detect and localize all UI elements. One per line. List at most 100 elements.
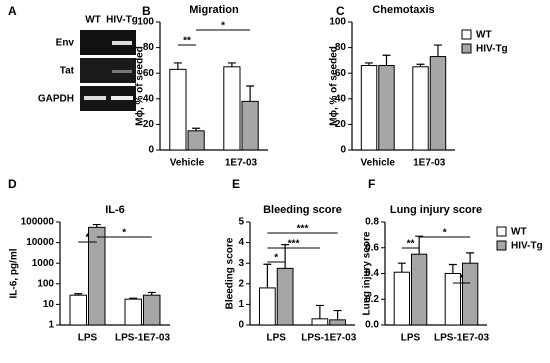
legend-label: HIV-Tg <box>476 44 508 55</box>
y-tick-label: 4 <box>238 237 244 248</box>
bar <box>462 262 479 326</box>
significance-label: * <box>122 228 126 239</box>
y-tick-label: 100 <box>37 278 54 289</box>
bar <box>378 65 395 151</box>
y-tick-label: 100 <box>329 17 346 28</box>
error-bar <box>92 223 101 228</box>
error-bar <box>192 127 201 131</box>
error-bar <box>382 54 391 66</box>
gel-band <box>112 70 132 73</box>
error-bar <box>74 293 83 296</box>
legend-swatch <box>496 226 507 237</box>
y-axis-label: IL-6, pg/ml <box>9 248 20 298</box>
panel-letter: F <box>368 177 375 191</box>
bar <box>276 267 294 326</box>
x-tick-label: LPS <box>78 333 98 344</box>
bar <box>311 318 329 326</box>
chart-title: Lung injury score <box>390 204 482 216</box>
bar <box>241 100 259 151</box>
error-bar <box>263 263 272 288</box>
bar <box>393 271 411 326</box>
error-bar <box>227 62 236 67</box>
error-bar <box>281 244 290 269</box>
error-bar <box>147 291 156 296</box>
bar <box>444 273 462 326</box>
bar <box>143 294 161 326</box>
x-tick-label: 1E7-03 <box>225 158 258 169</box>
y-tick-label: 0 <box>148 145 154 156</box>
row-label: Tat <box>60 66 75 77</box>
panel-letter: B <box>142 4 151 18</box>
panel-letter: C <box>336 4 345 18</box>
y-tick-label: 0.0 <box>365 320 379 331</box>
panel-letter: A <box>8 4 17 18</box>
y-tick-label: 3 <box>238 258 244 269</box>
error-bar <box>448 263 457 274</box>
y-tick-label: 0 <box>238 320 244 331</box>
y-tick-label: 20 <box>143 119 155 130</box>
x-tick-label: LPS <box>401 333 421 344</box>
row-label: Env <box>56 38 75 49</box>
x-tick-label: LPS-1E7-03 <box>115 333 170 344</box>
bar <box>169 68 187 151</box>
bar <box>69 294 87 326</box>
y-tick-label: 40 <box>143 93 155 104</box>
y-tick-label: 100 <box>137 17 154 28</box>
significance-label: * <box>221 21 225 32</box>
x-tick-label: LPS-1E7-03 <box>434 333 489 344</box>
y-tick-label: 40 <box>335 93 347 104</box>
y-tick-label: 10000 <box>26 237 54 248</box>
significance-label: ** <box>407 239 415 250</box>
significance-label: ** <box>183 36 191 47</box>
lane-label: WT <box>85 15 101 26</box>
y-tick-label: 5 <box>238 217 244 228</box>
error-bar <box>246 85 255 102</box>
bar <box>259 287 276 326</box>
lane-label: HIV-Tg <box>106 15 138 26</box>
chart-title: IL-6 <box>105 204 125 216</box>
error-bar <box>397 262 406 273</box>
x-tick-label: LPS-1E7-03 <box>301 333 356 344</box>
bar <box>124 298 142 326</box>
x-tick-label: 1E7-03 <box>413 158 446 169</box>
bar <box>411 253 428 326</box>
bar <box>360 65 378 151</box>
y-tick-label: 60 <box>143 68 155 79</box>
y-tick-label: 1 <box>238 299 244 310</box>
error-bar <box>129 297 138 300</box>
legend-label: WT <box>511 227 527 238</box>
bar <box>187 130 205 151</box>
y-tick-label: 0 <box>340 145 346 156</box>
bar <box>412 66 429 151</box>
x-tick-label: Vehicle <box>170 158 205 169</box>
error-bar <box>315 304 324 319</box>
y-axis-label: Mϕ, % of seeded <box>329 46 340 126</box>
bar <box>429 56 447 151</box>
bar <box>329 319 346 326</box>
error-bar <box>173 62 182 70</box>
y-tick-label: 60 <box>335 68 347 79</box>
x-tick-label: Vehicle <box>361 158 396 169</box>
y-tick-label: 1 <box>48 320 54 331</box>
chart-title: Migration <box>189 4 239 16</box>
row-label: GAPDH <box>38 94 74 105</box>
legend-swatch <box>461 29 472 40</box>
error-bar <box>466 252 475 264</box>
significance-label: *** <box>288 239 300 250</box>
legend-label: HIV-Tg <box>511 241 543 252</box>
error-bar <box>365 62 374 66</box>
y-tick-label: 0.8 <box>365 217 379 228</box>
panel-letter: E <box>232 177 240 191</box>
y-axis-label: Bleeding score <box>225 237 236 309</box>
significance-label: * <box>86 233 90 244</box>
significance-label: * <box>443 228 447 239</box>
y-tick-label: 80 <box>335 42 347 53</box>
gel-band <box>111 96 133 100</box>
y-tick-label: 2 <box>238 278 244 289</box>
x-tick-label: LPS <box>267 333 287 344</box>
y-tick-label: 1000 <box>32 258 55 269</box>
chart-title: Bleeding score <box>263 204 342 216</box>
error-bar <box>416 63 425 67</box>
gel-panel: A WT HIV-Tg Env Tat GAPDH <box>8 4 138 111</box>
gel-band <box>84 96 106 100</box>
